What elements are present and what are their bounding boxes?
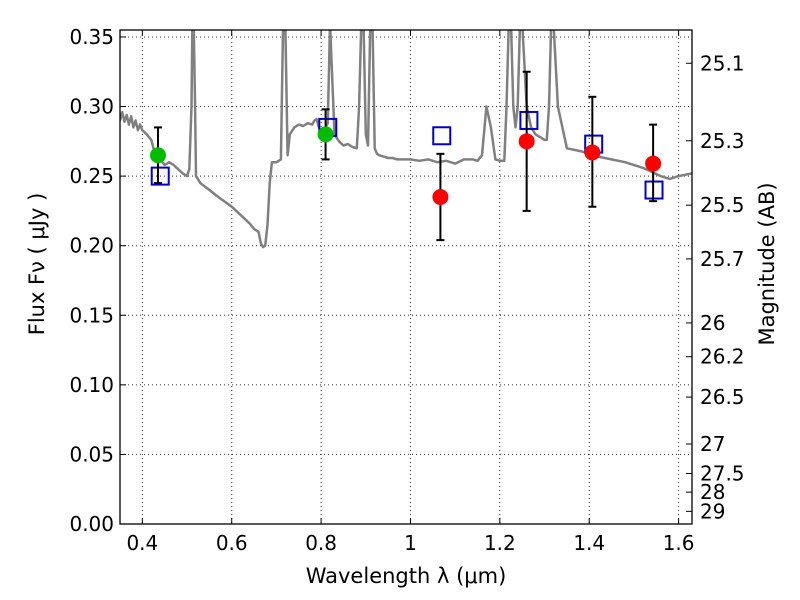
- observed-point-red: [518, 133, 535, 150]
- axis-ticks: 0.4 0.6 0.8 1 1.2 1.4 1.6 0.00 0.05 0.10 0.15 0.20 0…: [69, 25, 744, 555]
- y-axis-label: Flux Fν ( μJy ): [25, 193, 49, 336]
- y2-tick-label: 25.7: [700, 247, 745, 271]
- y-tick-label: 0.25: [69, 164, 114, 188]
- y2-tick-label: 28: [700, 480, 725, 504]
- x-axis-label: Wavelength λ (μm): [306, 564, 507, 588]
- grid-lines: [120, 30, 692, 525]
- model-spectrum-line: [120, 30, 692, 249]
- model-photometry-square: [432, 126, 452, 146]
- observed-point-red: [645, 155, 662, 172]
- y2-tick-label: 26.5: [700, 385, 745, 409]
- y2-axis-label: Magnitude (AB): [755, 182, 779, 345]
- x-tick-label: 0.4: [126, 531, 158, 555]
- y2-tick-label: 25.3: [700, 129, 745, 153]
- y2-tick-label: 29: [700, 499, 725, 523]
- observed-point-green: [317, 126, 334, 143]
- x-tick-label: 0.8: [305, 531, 337, 555]
- y2-tick-label: 26: [700, 311, 725, 335]
- y-tick-label: 0.00: [69, 512, 114, 536]
- y-tick-label: 0.35: [69, 25, 114, 49]
- x-tick-label: 1.6: [663, 531, 695, 555]
- x-tick-label: 0.6: [216, 531, 248, 555]
- model-photometry-square: [519, 110, 539, 130]
- y2-tick-label: 25.1: [700, 51, 745, 75]
- y2-tick-label: 26.2: [700, 345, 745, 369]
- x-tick-label: 1.4: [573, 531, 605, 555]
- plot-area: [120, 30, 692, 249]
- y2-tick-label: 27.5: [700, 461, 745, 485]
- y-tick-label: 0.05: [69, 442, 114, 466]
- y2-tick-label: 27: [700, 432, 725, 456]
- plot-frame: [119, 29, 693, 525]
- y-tick-label: 0.15: [69, 303, 114, 327]
- y-tick-label: 0.30: [69, 95, 114, 119]
- x-tick-label: 1: [404, 531, 417, 555]
- model-photometry-square: [150, 166, 170, 186]
- observed-point-green: [149, 147, 166, 164]
- y2-tick-label: 25.5: [700, 193, 745, 217]
- observed-point-red: [584, 144, 601, 161]
- y-tick-label: 0.10: [69, 373, 114, 397]
- y-tick-label: 0.20: [69, 234, 114, 258]
- x-tick-label: 1.2: [484, 531, 516, 555]
- observed-point-red: [432, 188, 449, 205]
